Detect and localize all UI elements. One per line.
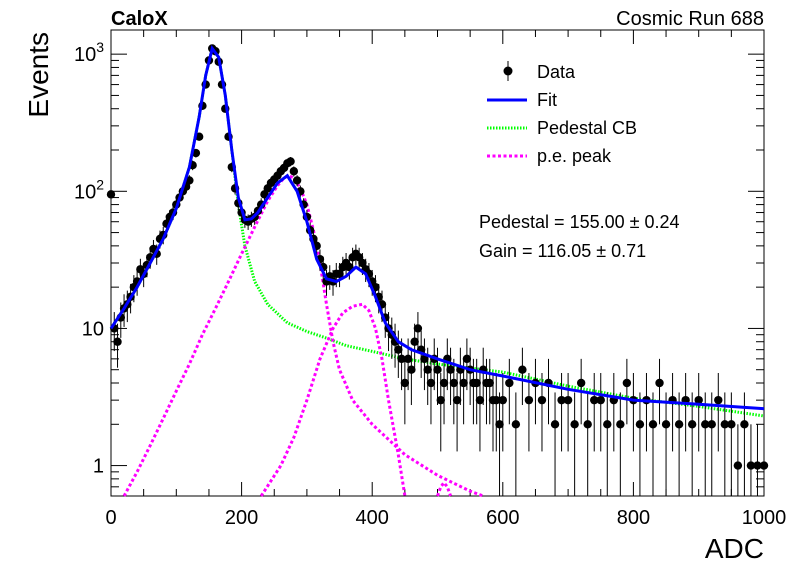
- data-point: [420, 354, 429, 364]
- data-point: [459, 378, 468, 388]
- y-tick-label: 103: [74, 39, 104, 66]
- data-point: [410, 337, 419, 346]
- data-point: [687, 420, 697, 429]
- header-right-label: Cosmic Run 688: [616, 8, 764, 30]
- gain-stat: Gain = 116.05 ± 0.71: [479, 241, 646, 261]
- pedestal-stat: Pedestal = 155.00 ± 0.24: [479, 212, 680, 232]
- data-point: [570, 420, 579, 429]
- data-point: [492, 395, 501, 405]
- data-point: [335, 269, 344, 279]
- legend-data-marker: [503, 66, 513, 76]
- x-tick-label: 800: [617, 507, 650, 529]
- data-point: [345, 262, 354, 272]
- data-point: [550, 420, 560, 429]
- data-point: [449, 378, 459, 388]
- x-tick-label: 1000: [742, 507, 787, 529]
- data-point: [462, 354, 472, 364]
- legend-item-pedestal: Pedestal CB: [487, 118, 637, 138]
- data-point: [423, 365, 432, 374]
- data-point: [397, 354, 406, 364]
- data-point: [596, 395, 605, 405]
- data-point: [511, 420, 521, 429]
- fit-curve: [109, 45, 765, 411]
- data-point: [286, 157, 295, 166]
- data-point: [394, 345, 403, 354]
- data-point: [495, 420, 504, 429]
- data-point: [707, 420, 716, 429]
- data-point: [292, 176, 302, 185]
- data-point: [655, 378, 664, 388]
- data-point: [400, 378, 410, 388]
- legend: Data Fit Pedestal CB p.e. peak: [487, 61, 637, 166]
- legend-pedestal-label: Pedestal CB: [537, 118, 637, 138]
- legend-pe-label: p.e. peak: [537, 146, 612, 166]
- data-point: [113, 337, 122, 346]
- data-point: [518, 365, 527, 374]
- data-point: [358, 258, 367, 268]
- data-point: [106, 190, 116, 199]
- data-point: [407, 365, 416, 374]
- data-point: [537, 395, 547, 405]
- data-point: [439, 378, 449, 388]
- axes: 0 200 400 600 800 1000 1 10 102 103: [74, 30, 786, 529]
- data-point: [759, 461, 769, 470]
- data-point: [498, 395, 507, 405]
- data-point: [603, 420, 612, 429]
- pe-peak-curve-1: [122, 174, 484, 498]
- data-point: [426, 378, 436, 388]
- data-point: [661, 420, 671, 429]
- data-point: [583, 420, 592, 429]
- x-axis-title: ADC: [705, 533, 764, 564]
- header-left-label: CaloX: [111, 8, 168, 30]
- data-point: [485, 378, 494, 388]
- data-point: [590, 395, 599, 405]
- pe-peak-curve-2: [259, 302, 407, 497]
- x-tick-label: 400: [356, 507, 389, 529]
- data-point: [701, 420, 710, 429]
- y-axis-title: Events: [23, 32, 54, 118]
- data-point: [674, 420, 684, 429]
- data-point: [740, 420, 749, 429]
- data-point: [446, 365, 455, 374]
- y-tick-label: 102: [74, 176, 104, 203]
- data-point: [720, 420, 730, 429]
- data-point: [714, 395, 723, 405]
- data-point: [753, 461, 762, 470]
- data-point: [622, 378, 632, 388]
- legend-item-data: Data: [503, 61, 576, 82]
- x-tick-label: 200: [225, 507, 258, 529]
- data-point: [433, 365, 442, 374]
- data-point: [436, 395, 445, 405]
- data-point: [413, 324, 423, 333]
- data-point: [733, 461, 743, 470]
- x-tick-label: 0: [105, 507, 116, 529]
- legend-item-pe: p.e. peak: [487, 146, 612, 166]
- pe-peak-curve-3: [436, 480, 453, 497]
- data-point: [563, 395, 573, 405]
- data-point: [289, 167, 299, 176]
- data-point: [648, 420, 658, 429]
- data-point: [616, 420, 625, 429]
- legend-item-fit: Fit: [487, 90, 557, 110]
- data-point: [452, 395, 462, 405]
- data-point: [524, 395, 534, 405]
- data-point: [694, 395, 703, 405]
- data-point: [475, 395, 485, 405]
- data-point: [472, 378, 481, 388]
- data-point: [403, 354, 413, 364]
- data-point: [505, 378, 514, 388]
- y-tick-label: 10: [82, 318, 104, 340]
- data-point: [557, 395, 566, 405]
- legend-fit-label: Fit: [537, 90, 557, 110]
- data-point: [746, 461, 756, 470]
- data-point: [576, 378, 586, 388]
- data-point: [727, 420, 736, 429]
- data-point: [635, 420, 645, 429]
- y-tick-label: 1: [93, 456, 104, 478]
- legend-data-label: Data: [537, 62, 576, 82]
- x-tick-label: 600: [486, 507, 519, 529]
- series-layer: [106, 44, 769, 498]
